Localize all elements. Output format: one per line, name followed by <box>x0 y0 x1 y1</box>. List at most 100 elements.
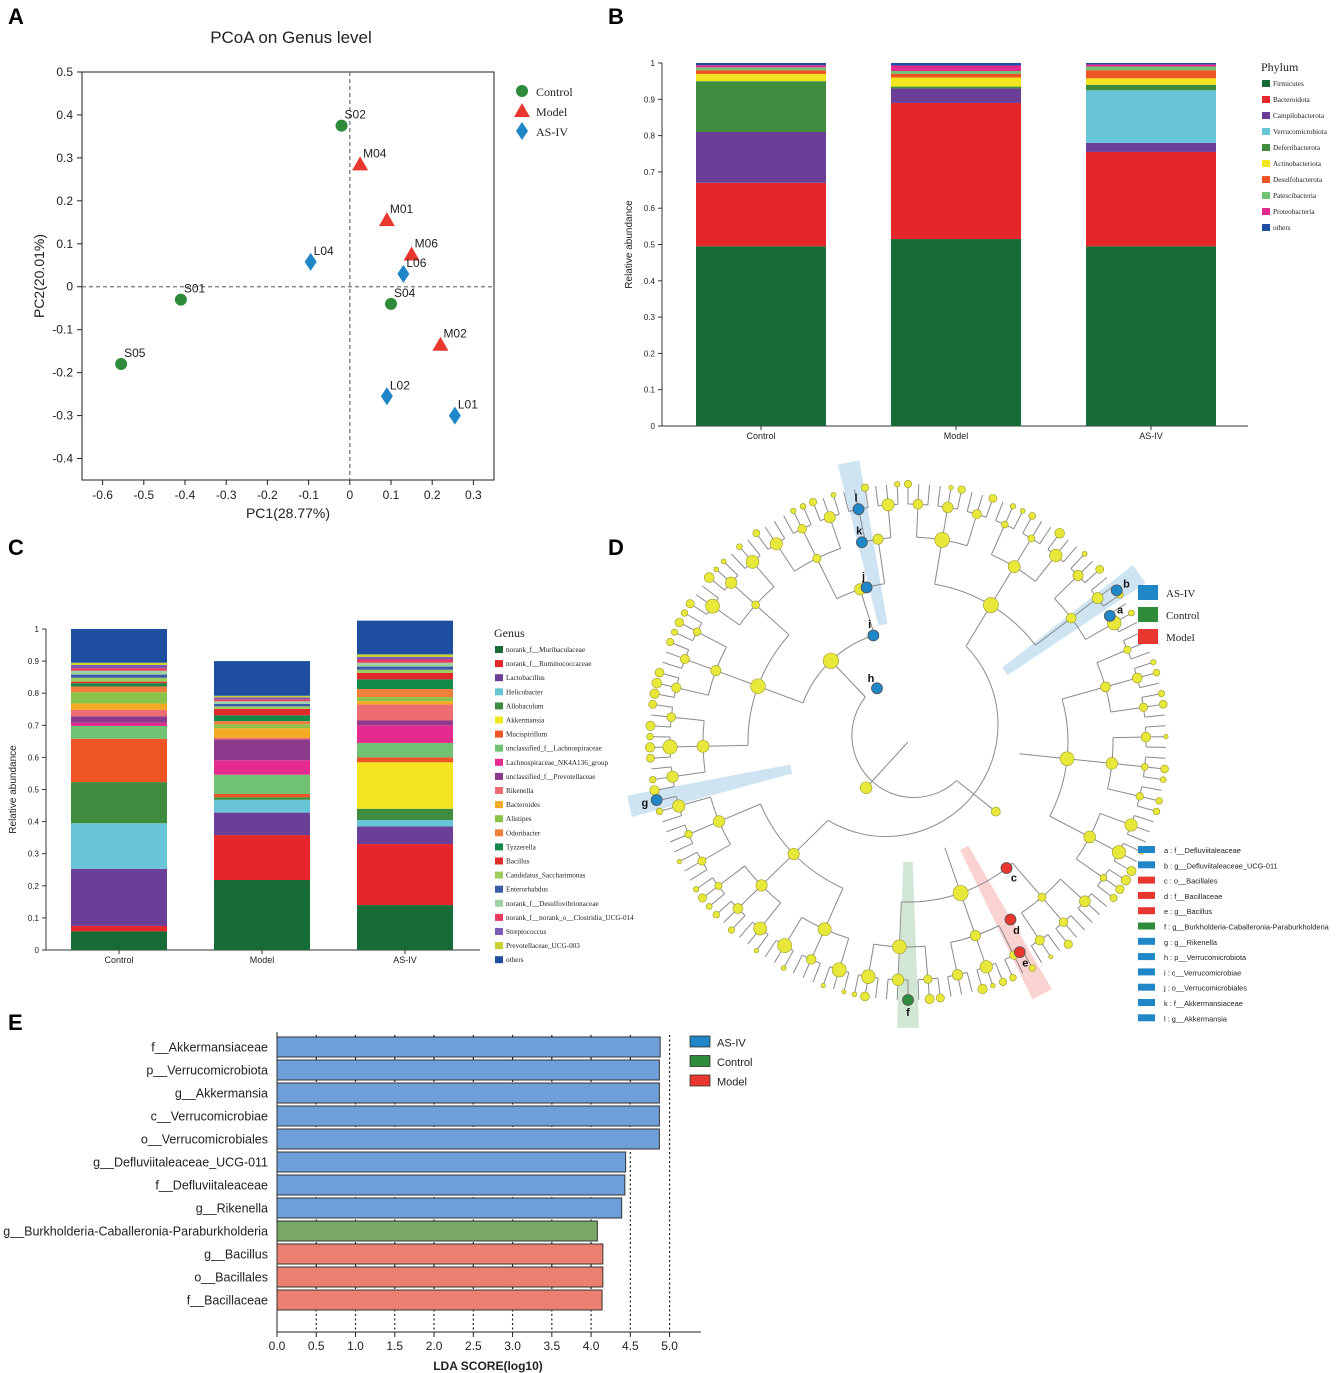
panel-letter-d: D <box>608 535 624 560</box>
clade-legend-swatch-0 <box>1138 585 1158 600</box>
pcoa-legend-marker-0 <box>516 85 528 97</box>
lda-bar-label: f__Bacillaceae <box>187 1294 268 1308</box>
lda-bar-3 <box>276 1105 660 1127</box>
stack-segment-1-16 <box>214 706 310 709</box>
clade-branch <box>990 524 1006 555</box>
clade-node <box>703 572 715 583</box>
stack-segment-2-6 <box>1086 70 1216 79</box>
lda-bar-label: g__Defluviitaleaceae_UCG-011 <box>93 1156 268 1170</box>
lda-x-tick-label: 1.5 <box>386 1339 403 1353</box>
lda-x-tick-label: 3.0 <box>504 1339 521 1353</box>
clade-node <box>1063 939 1073 949</box>
clade-branch <box>684 658 717 672</box>
clade-key-label: l : g__Akkermansia <box>1164 1014 1228 1023</box>
clade-node <box>1140 763 1149 771</box>
clade-node <box>680 654 690 664</box>
clade-legend-swatch-1 <box>1138 607 1158 622</box>
clade-node <box>1152 807 1161 816</box>
clade-highlight-node-c <box>1000 862 1013 874</box>
stack-segment-1-5 <box>891 77 1021 87</box>
clade-node <box>1001 520 1009 529</box>
clade-node <box>971 509 982 520</box>
lda-legend-swatch-0 <box>689 1035 711 1048</box>
clade-node <box>666 770 679 783</box>
lda-bar-label: o__Verrucomicrobiales <box>141 1133 268 1147</box>
clade-branch <box>1130 651 1150 660</box>
clade-branch <box>1021 912 1041 941</box>
stack-legend-swatch-7 <box>1262 192 1270 199</box>
clade-branch <box>927 484 931 505</box>
stack-legend-swatch-17 <box>495 885 503 893</box>
clade-branch <box>1067 758 1112 764</box>
stack-segment-1-8 <box>891 65 1021 71</box>
stack-legend-swatch-12 <box>495 815 503 823</box>
clade-branch <box>1054 575 1079 599</box>
clade-branch <box>662 815 682 823</box>
clade-branch <box>843 972 850 993</box>
clade-branch <box>812 963 821 983</box>
clade-node <box>894 481 901 488</box>
stack-segment-2-8 <box>357 725 453 743</box>
stack-segment-1-1 <box>214 835 310 881</box>
stack-segment-2-9 <box>1086 63 1216 65</box>
stack-segment-2-20 <box>357 656 453 660</box>
lda-bar-6 <box>276 1174 626 1196</box>
pcoa-x-tick-label: 0.1 <box>383 488 400 502</box>
stack-legend-swatch-0 <box>495 646 503 653</box>
clade-branch <box>802 506 812 525</box>
stack-y-tick-label: 0.3 <box>28 850 40 859</box>
clade-branch <box>830 660 866 698</box>
clade-shade-g <box>627 764 793 817</box>
clade-node <box>648 699 658 709</box>
clade-branch <box>1091 893 1108 907</box>
clade-node <box>990 806 1001 817</box>
stack-segment-2-11 <box>357 701 453 705</box>
stack-y-tick-label: 1 <box>651 59 656 68</box>
clade-node <box>710 665 722 676</box>
clade-node <box>823 511 836 524</box>
stack-segment-2-1 <box>357 844 453 906</box>
clade-key-label: h : p__Verrucomicrobiota <box>1164 953 1247 962</box>
clade-node <box>1124 818 1138 832</box>
pcoa-point-label: L01 <box>458 398 478 412</box>
stack-legend-swatch-5 <box>495 716 503 724</box>
clade-node <box>1054 528 1065 539</box>
stack-segment-2-15 <box>357 672 453 680</box>
clade-node <box>934 532 950 548</box>
clade-branch <box>703 744 749 747</box>
stack-segment-0-20 <box>71 664 167 669</box>
stack-y-tick-label: 0.4 <box>644 277 656 286</box>
pcoa-point-s01 <box>174 293 187 306</box>
clade-key-swatch-g <box>1138 937 1155 945</box>
clade-node <box>948 485 954 491</box>
stack-segment-0-10 <box>71 709 167 717</box>
clade-key-swatch-a <box>1138 846 1155 853</box>
pcoa-y-tick-label: 0.4 <box>56 108 73 122</box>
clade-node <box>1081 551 1088 557</box>
pcoa-y-tick-label: 0.5 <box>56 65 73 79</box>
stack-segment-0-14 <box>71 683 167 687</box>
clade-branch <box>898 901 902 947</box>
pcoa-x-tick-label: 0 <box>346 488 353 502</box>
clade-branch <box>1145 725 1166 728</box>
lda-bar-label: c__Verrucomicrobiae <box>151 1110 268 1124</box>
clade-node <box>1009 503 1016 510</box>
clade-node <box>841 989 847 995</box>
lda-score-panel: 0.0 0.5 1.0 1.5 2.0 2.5 3.0 3.5 4.0 4.5 5.0 LDA SCO… <box>3 1032 752 1373</box>
pcoa-point-label: M04 <box>363 146 387 160</box>
pcoa-y-tick-label: -0.1 <box>52 323 73 337</box>
stack-segment-1-20 <box>214 697 310 700</box>
clade-key-swatch-j <box>1138 983 1155 991</box>
clade-legend-label: AS-IV <box>1166 588 1195 600</box>
stack-category-label: Model <box>944 431 969 441</box>
pcoa-point-m01 <box>378 212 395 227</box>
clade-branch <box>1143 776 1164 781</box>
clade-key-label: b : g__Defluviitaleaceae_UCG-011 <box>1164 861 1278 870</box>
stack-segment-0-9 <box>71 716 167 723</box>
pcoa-x-tick-label: 0.3 <box>465 488 482 502</box>
lda-bar-label: g__Bacillus <box>204 1248 268 1262</box>
clade-key-swatch-f <box>1138 922 1155 930</box>
stack-y-tick-label: 0.8 <box>28 689 40 698</box>
stack-segment-2-10 <box>357 704 453 721</box>
stack-legend-swatch-9 <box>1262 224 1270 231</box>
